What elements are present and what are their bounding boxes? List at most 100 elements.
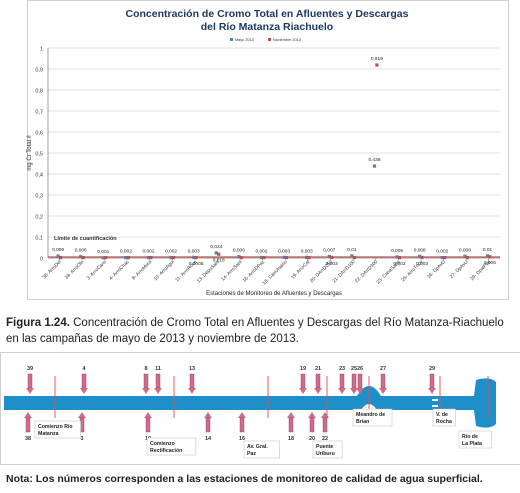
data-point (330, 255, 334, 259)
chart-plot: 0 0,1 0,2 0,3 0,4 0,5 0,6 0,7 0,8 0,9 1 Límite de c… (27, 38, 500, 297)
data-point (192, 255, 196, 259)
data-point (485, 254, 490, 258)
figure-caption: Figura 1.24. Concentración de Cromo Tota… (6, 315, 514, 347)
y-tick-label: 0,9 (35, 68, 43, 74)
data-label: 0,003 (301, 248, 313, 254)
data-label: 0,006 (484, 260, 496, 266)
place-label-line-1: Meandro de (356, 412, 385, 418)
data-label: 0,003 (416, 261, 428, 267)
data-label: 0,006 (233, 248, 245, 254)
x-tick-label: 38- ArroDel (41, 259, 62, 280)
x-tick-label: 3- ArroCans (86, 259, 109, 282)
data-point (101, 256, 105, 260)
data-point (81, 255, 85, 260)
x-tick-label: 26- DpAvD (426, 259, 447, 280)
place-label-line-2: Uriburu (316, 451, 335, 457)
station-number-top: 11 (155, 366, 161, 372)
y-axis-label: mg Cr Total /l (27, 135, 33, 170)
station-arrow-top-head (80, 388, 88, 394)
x-axis-label: Estaciones de Monitoreo de Afluentes y D… (206, 291, 342, 297)
x-tick-label: 4- ArroChac (108, 259, 131, 282)
station-arrow-bottom (25, 417, 31, 433)
figure-caption-text: Concentración de Cromo Total en Afluente… (6, 317, 504, 345)
place-label-line-1: Comienzo Río (38, 424, 73, 430)
station-number-bottom: 38 (25, 436, 31, 442)
data-label: 0,008 (459, 247, 471, 253)
y-tick-label: 0,7 (35, 110, 43, 116)
data-point (237, 255, 241, 259)
data-point (146, 255, 151, 260)
data-label: 0,002 (255, 249, 267, 255)
place-label-line-2: Brian (356, 419, 369, 425)
river-band (4, 396, 474, 410)
data-point (104, 255, 108, 260)
river-diagram: 3948111319212325262729383101416182022Com… (4, 366, 496, 459)
data-point (418, 254, 422, 258)
place-label-box (458, 430, 492, 449)
station-number-bottom: 16 (239, 436, 245, 442)
station-arrow-top (143, 373, 149, 389)
place-label-line-1: V. de (436, 412, 448, 418)
station-arrow-bottom-head (308, 412, 316, 418)
data-point (262, 255, 266, 260)
x-tick-label: 27- DpAvU (449, 259, 470, 280)
place-label-line-1: Av. Gral. (247, 444, 268, 450)
station-arrow-top-head (299, 388, 307, 394)
place-label-box (34, 420, 81, 439)
data-point (239, 255, 243, 260)
data-point (214, 251, 218, 255)
data-point (56, 254, 60, 258)
station-arrow-top (189, 373, 195, 389)
station-arrow-bottom (145, 417, 151, 433)
chart-title: Concentración de Cromo Total en Afluente… (27, 8, 507, 34)
x-tick-label: 22- DArrD300 (354, 259, 379, 284)
station-number-top: 19 (300, 366, 306, 372)
station-number-top: 25 (351, 366, 357, 372)
data-point (194, 255, 198, 260)
y-tick-label: 0,5 (35, 152, 43, 158)
station-arrow-top (315, 373, 321, 389)
data-label: 0,002 (436, 249, 448, 255)
y-tick-label: 0,8 (35, 89, 43, 95)
data-point (420, 255, 424, 259)
station-arrow-top-head (188, 388, 196, 394)
station-number-bottom: 18 (288, 436, 294, 442)
data-point (126, 255, 130, 260)
data-point (124, 255, 128, 260)
footnote: Nota: Los números corresponden a las est… (6, 473, 483, 485)
x-tick-label: 16- ArroDPaz (242, 259, 267, 284)
station-number-top: 21 (315, 366, 321, 372)
quantification-limit-label: Límite de cuantificación (54, 236, 117, 242)
station-number-top: 29 (429, 366, 435, 372)
data-point (217, 252, 221, 256)
station-number-top: 4 (82, 366, 86, 372)
x-tick-label: 19- ArroCal (290, 259, 311, 280)
data-point (488, 255, 492, 259)
data-label: 0,008 (414, 247, 426, 253)
data-point (284, 255, 289, 260)
y-tick-label: 0,3 (35, 194, 43, 200)
data-point (375, 63, 379, 67)
station-arrow-bottom (322, 417, 328, 433)
data-point (58, 255, 63, 260)
place-label-box (312, 440, 343, 459)
place-label-box (243, 440, 280, 459)
data-label: 0,919 (371, 56, 383, 62)
data-point (327, 254, 331, 259)
station-arrow-bottom-head (204, 412, 212, 418)
y-tick-label: 0,1 (35, 236, 43, 242)
station-number-top: 13 (189, 366, 195, 372)
data-label: 0,002 (393, 261, 405, 267)
station-number-bottom: 14 (205, 436, 212, 442)
place-label-box (146, 437, 197, 456)
y-tick-label: 0,4 (35, 173, 43, 179)
station-arrow-top (429, 373, 435, 389)
data-label: 0,024 (210, 244, 222, 250)
station-number-top: 23 (339, 366, 345, 372)
station-number-bottom: 22 (322, 436, 328, 442)
y-tick-label: 1 (40, 47, 43, 53)
data-label: 0,002 (142, 249, 154, 255)
station-arrow-top (339, 373, 345, 389)
place-label-line-2: Paz (247, 451, 256, 457)
station-number-top: 8 (144, 366, 147, 372)
